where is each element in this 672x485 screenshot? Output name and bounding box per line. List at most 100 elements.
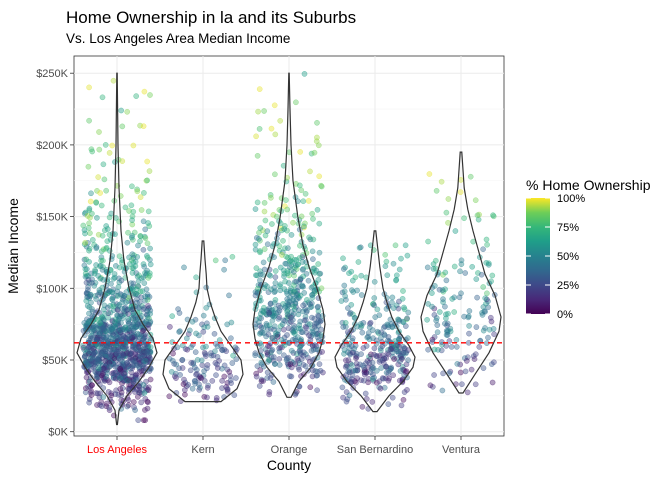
- data-point: [377, 335, 384, 341]
- data-point: [299, 267, 306, 273]
- data-point: [100, 325, 106, 332]
- data-point: [113, 292, 120, 299]
- data-point: [377, 385, 384, 392]
- data-point: [117, 386, 124, 392]
- data-point: [300, 352, 307, 359]
- data-point: [438, 178, 445, 185]
- data-point: [424, 264, 431, 271]
- data-point: [219, 365, 225, 372]
- data-point: [140, 123, 147, 130]
- data-point: [96, 329, 102, 336]
- data-point: [80, 222, 87, 229]
- data-point: [284, 332, 290, 338]
- data-point: [453, 344, 460, 350]
- data-point: [224, 388, 231, 395]
- data-point: [129, 232, 136, 239]
- data-point: [267, 375, 274, 381]
- data-point: [308, 284, 315, 291]
- data-point: [146, 223, 153, 229]
- data-point: [107, 309, 114, 316]
- data-point: [403, 368, 410, 375]
- data-point: [115, 284, 122, 290]
- data-point: [192, 380, 198, 387]
- data-point: [183, 335, 190, 342]
- data-point: [292, 300, 299, 307]
- data-point: [313, 320, 320, 327]
- data-point: [204, 365, 210, 372]
- data-point: [145, 302, 151, 309]
- data-point: [257, 271, 264, 278]
- data-point: [119, 305, 126, 312]
- data-point: [268, 194, 274, 201]
- data-point: [393, 344, 400, 350]
- data-point: [345, 357, 352, 363]
- data-point: [198, 375, 205, 381]
- data-point: [272, 268, 279, 274]
- data-point: [471, 356, 478, 362]
- data-point: [97, 190, 104, 196]
- data-point: [303, 325, 310, 331]
- data-point: [91, 270, 98, 277]
- data-point: [87, 230, 93, 236]
- data-point: [188, 360, 195, 366]
- data-point: [89, 210, 95, 217]
- data-point: [443, 343, 450, 349]
- data-point: [137, 122, 143, 129]
- data-point: [271, 102, 278, 109]
- data-point: [142, 297, 148, 304]
- data-point: [434, 322, 441, 328]
- data-point: [186, 327, 193, 334]
- data-point: [261, 246, 268, 252]
- data-point: [259, 271, 266, 278]
- data-point: [300, 302, 306, 309]
- data-point: [177, 372, 183, 378]
- data-point: [433, 315, 440, 321]
- data-point: [141, 342, 148, 349]
- data-point: [398, 255, 404, 262]
- data-point: [131, 319, 138, 326]
- data-point: [358, 322, 365, 329]
- data-point: [102, 310, 108, 317]
- data-point: [112, 363, 119, 370]
- violin-ventura: [420, 151, 502, 394]
- data-point: [267, 301, 274, 307]
- data-point: [436, 286, 443, 293]
- data-point: [118, 392, 125, 399]
- data-point: [395, 305, 402, 312]
- data-point: [347, 310, 354, 316]
- data-point: [390, 372, 397, 379]
- data-point: [130, 142, 137, 149]
- data-point: [432, 257, 439, 264]
- data-point: [122, 324, 129, 331]
- data-point: [101, 227, 108, 234]
- data-point: [483, 259, 490, 266]
- data-point: [370, 371, 376, 378]
- data-point: [174, 344, 181, 351]
- data-point: [463, 358, 470, 364]
- data-point: [474, 294, 480, 301]
- data-point: [177, 328, 183, 334]
- data-point: [281, 286, 288, 292]
- y-tick-label: $250K: [36, 68, 68, 80]
- data-point: [181, 376, 187, 383]
- data-point: [93, 390, 99, 396]
- data-point: [356, 244, 363, 251]
- data-point: [109, 289, 115, 296]
- data-point: [293, 278, 300, 285]
- data-point: [140, 246, 147, 253]
- data-point: [142, 417, 149, 424]
- data-point: [445, 310, 451, 317]
- data-point: [96, 331, 103, 337]
- data-point: [353, 355, 359, 362]
- data-point: [273, 330, 279, 337]
- data-point: [98, 372, 105, 379]
- data-point: [288, 232, 295, 238]
- data-point: [229, 360, 236, 366]
- data-point: [137, 233, 144, 239]
- data-point: [253, 133, 259, 140]
- data-point: [87, 291, 94, 298]
- data-point: [125, 229, 131, 236]
- data-point: [284, 290, 291, 297]
- data-point: [136, 304, 143, 311]
- data-point: [305, 277, 312, 284]
